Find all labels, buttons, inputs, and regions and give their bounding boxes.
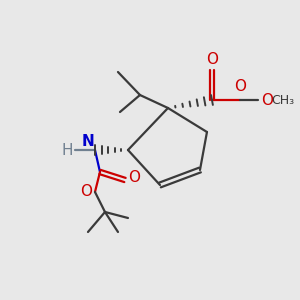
Text: O: O: [234, 79, 246, 94]
Text: O: O: [206, 52, 218, 67]
Text: O: O: [80, 184, 92, 200]
Text: CH₃: CH₃: [271, 94, 294, 106]
Text: N: N: [81, 134, 94, 149]
Text: O: O: [261, 92, 273, 107]
Text: H: H: [61, 142, 73, 158]
Text: O: O: [128, 170, 140, 185]
